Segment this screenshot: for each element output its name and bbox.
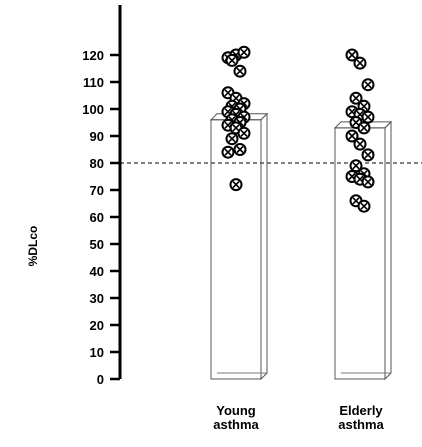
y-tick-label: 60 — [90, 210, 104, 225]
y-tick-label: 120 — [82, 48, 104, 63]
category-label-elderly: Elderly asthma — [321, 404, 401, 432]
category-label-line2: asthma — [338, 417, 384, 432]
data-point — [237, 45, 251, 59]
y-axis-label: %DLco — [26, 225, 40, 267]
data-point — [221, 145, 235, 159]
data-point — [349, 91, 363, 105]
data-point — [225, 53, 239, 67]
data-point — [353, 137, 367, 151]
data-point — [361, 78, 375, 92]
category-label-line2: asthma — [213, 417, 259, 432]
data-point — [237, 126, 251, 140]
bar-side — [384, 120, 392, 381]
data-point — [349, 159, 363, 173]
category-label-line1: Young — [216, 403, 256, 418]
y-tick-label: 70 — [90, 183, 104, 198]
y-tick-label: 50 — [90, 237, 104, 252]
data-point — [361, 110, 375, 124]
category-label-line1: Elderly — [339, 403, 383, 418]
data-point — [233, 64, 247, 78]
category-label-young: Young asthma — [196, 404, 276, 432]
data-point — [233, 143, 247, 156]
y-tick-label: 110 — [83, 75, 104, 90]
y-tick-label: 90 — [90, 129, 104, 144]
data-point — [357, 199, 371, 213]
y-tick-label: 30 — [90, 291, 104, 306]
data-point — [345, 129, 359, 143]
y-tick-label: 10 — [90, 345, 104, 360]
bar-front — [210, 119, 262, 380]
data-point — [361, 148, 375, 162]
y-tick-label: 40 — [90, 264, 104, 279]
data-point — [357, 121, 371, 135]
data-point — [353, 56, 367, 70]
bar-side — [260, 112, 268, 381]
data-point — [225, 132, 239, 146]
data-point — [361, 175, 375, 189]
y-tick-label: 100 — [82, 102, 104, 117]
y-tick-label: 0 — [97, 372, 104, 387]
y-tick-label: 80 — [90, 156, 104, 171]
data-point — [345, 48, 359, 62]
y-tick-label: 20 — [90, 318, 104, 333]
data-point — [229, 178, 243, 192]
